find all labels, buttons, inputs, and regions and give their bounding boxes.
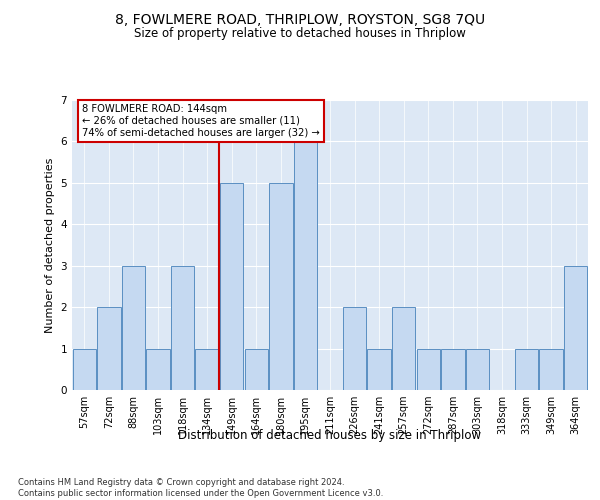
Bar [73,348,96,390]
Bar [564,266,587,390]
Bar [171,266,194,390]
Bar [466,348,489,390]
Text: Size of property relative to detached houses in Thriplow: Size of property relative to detached ho… [134,28,466,40]
Bar [367,348,391,390]
Bar [441,348,464,390]
Bar [392,307,415,390]
Bar [343,307,366,390]
Text: 8 FOWLMERE ROAD: 144sqm
← 26% of detached houses are smaller (11)
74% of semi-de: 8 FOWLMERE ROAD: 144sqm ← 26% of detache… [82,104,320,138]
Bar [294,142,317,390]
Y-axis label: Number of detached properties: Number of detached properties [45,158,55,332]
Bar [515,348,538,390]
Bar [539,348,563,390]
Text: Distribution of detached houses by size in Thriplow: Distribution of detached houses by size … [178,428,482,442]
Bar [416,348,440,390]
Bar [220,183,244,390]
Bar [245,348,268,390]
Bar [269,183,293,390]
Text: 8, FOWLMERE ROAD, THRIPLOW, ROYSTON, SG8 7QU: 8, FOWLMERE ROAD, THRIPLOW, ROYSTON, SG8… [115,12,485,26]
Text: Contains HM Land Registry data © Crown copyright and database right 2024.
Contai: Contains HM Land Registry data © Crown c… [18,478,383,498]
Bar [97,307,121,390]
Bar [146,348,170,390]
Bar [122,266,145,390]
Bar [196,348,219,390]
